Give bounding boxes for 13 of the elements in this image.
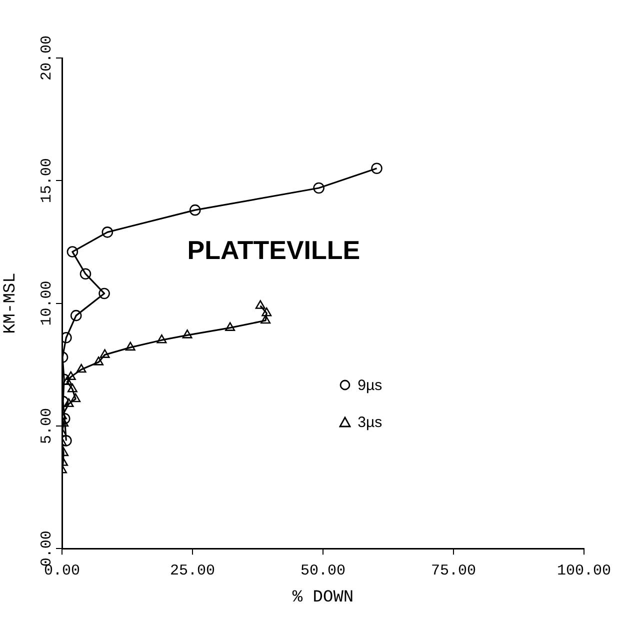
legend-label: 9µs: [358, 376, 382, 394]
x-tick-label: 50.00: [300, 562, 346, 580]
legend-label: 3µs: [358, 414, 382, 431]
x-tick-label: 25.00: [170, 562, 216, 580]
y-tick-label: 5.00: [38, 408, 56, 444]
x-tick-label: 100.00: [556, 562, 612, 580]
y-axis-title: KM-MSL: [2, 272, 21, 334]
y-tick-label: 15.00: [38, 158, 56, 204]
x-tick-label: 75.00: [430, 562, 476, 580]
text: PLATTEVILLE: [187, 234, 360, 266]
y-tick-label: 20.00: [38, 35, 56, 81]
y-tick-label: 10.00: [38, 280, 56, 326]
x-axis-title: % DOWN: [292, 588, 354, 608]
